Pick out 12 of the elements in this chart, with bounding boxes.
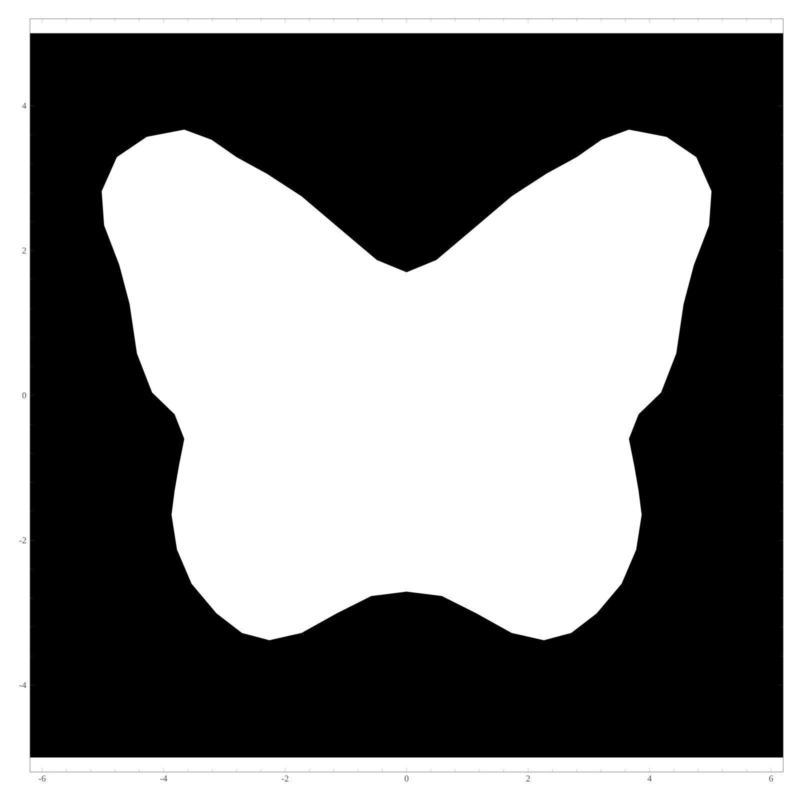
x-tick-label: -6 — [38, 776, 46, 782]
x-tick-label: 2 — [526, 776, 530, 782]
y-tick-label: -2 — [19, 537, 26, 544]
x-tick-label: 0 — [404, 776, 408, 782]
y-tick-label: -4 — [19, 682, 26, 688]
x-tick-label: -2 — [282, 776, 288, 782]
x-tick-label: -4 — [160, 776, 168, 782]
x-tick-label: 6 — [769, 776, 774, 782]
y-tick-label: 4 — [22, 102, 26, 109]
x-tick-label: 4 — [647, 776, 652, 782]
y-tick-label: 0 — [22, 392, 26, 398]
y-tick-label: 2 — [22, 248, 26, 254]
